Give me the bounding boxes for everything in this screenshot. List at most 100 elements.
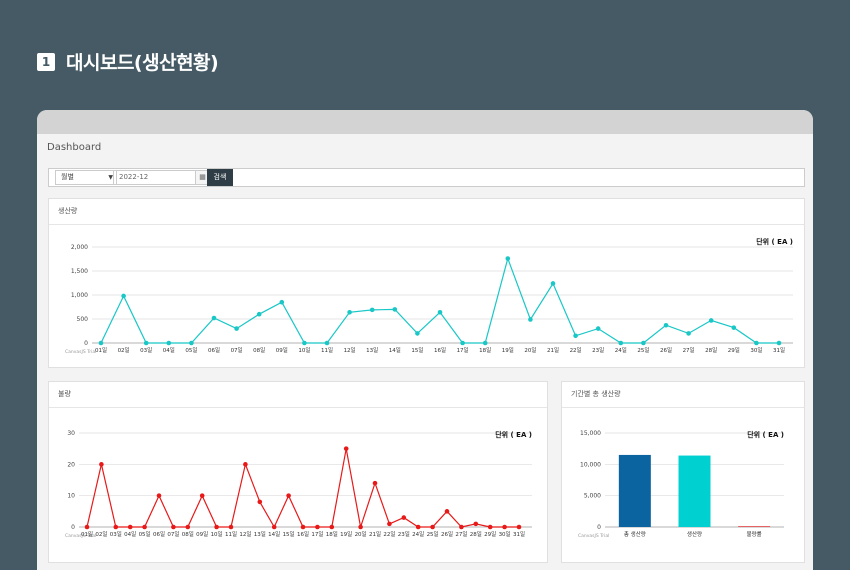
data-point	[347, 309, 352, 315]
x-tick-label: 09일	[196, 530, 208, 538]
defect-panel-title: 불량	[49, 382, 547, 408]
data-point	[127, 524, 133, 530]
x-tick-label: 12일	[344, 346, 356, 354]
x-tick-label: 26일	[441, 530, 453, 538]
y-tick-label: 10	[67, 493, 75, 500]
data-point	[516, 524, 522, 530]
x-tick-label: 03일	[110, 530, 122, 538]
x-tick-label: 07일	[231, 346, 243, 354]
data-point	[189, 340, 194, 346]
data-point	[143, 340, 149, 346]
x-tick-label: 06일	[153, 530, 165, 538]
unit-label: 단위 ( EA )	[495, 430, 532, 439]
data-point	[415, 524, 421, 530]
y-tick-label: 1,500	[71, 268, 88, 275]
x-tick-label: 11일	[225, 530, 237, 538]
x-tick-label: 24일	[412, 530, 424, 538]
total-panel-title: 기간별 총 생산량	[562, 382, 804, 408]
page-heading: 1 대시보드(생산현황)	[37, 48, 219, 75]
data-point	[392, 307, 398, 312]
data-point	[502, 524, 507, 530]
data-point	[528, 317, 533, 322]
data-point	[573, 333, 578, 339]
data-point	[302, 340, 307, 346]
data-point	[156, 493, 162, 498]
data-point	[185, 524, 191, 530]
x-tick-label: 29일	[484, 530, 496, 538]
x-tick-label: 27일	[683, 346, 695, 354]
section-number: 1	[37, 52, 55, 71]
x-tick-label: 19일	[340, 530, 352, 538]
data-point	[550, 281, 556, 286]
search-button[interactable]: 검색	[207, 169, 233, 186]
period-select[interactable]: 월별 ▼	[55, 170, 117, 185]
data-point	[505, 256, 511, 261]
canvasjs-watermark: CanvasJS Trial	[65, 533, 96, 539]
x-tick-label: 23일	[398, 530, 410, 538]
x-tick-label: 25일	[637, 346, 649, 354]
data-point	[315, 524, 320, 530]
x-tick-label: 16일	[297, 530, 309, 538]
unit-label: 단위 ( EA )	[747, 430, 784, 439]
y-tick-label: 2,000	[71, 244, 88, 251]
x-tick-label: 08일	[182, 530, 194, 538]
y-tick-label: 0	[71, 524, 75, 531]
x-tick-label: 10일	[211, 530, 223, 538]
dashboard-window: Dashboard 월별 ▼ 2022-12 ▦ 검색 생산량 0 500 1,000…	[37, 110, 813, 570]
data-point	[329, 524, 335, 530]
x-tick-label: 22일	[570, 346, 582, 354]
y-tick-label: 10,000	[580, 461, 601, 468]
data-point	[257, 499, 263, 505]
data-point	[387, 521, 392, 527]
x-tick-label: 28일	[705, 346, 717, 354]
data-point	[84, 524, 90, 530]
x-tick-label: 16일	[434, 346, 446, 354]
data-point	[641, 340, 646, 346]
y-tick-label: 20	[67, 461, 75, 468]
data-point	[430, 524, 435, 530]
data-point	[324, 340, 330, 346]
x-tick-label: 26일	[660, 346, 672, 354]
x-tick-label: 20일	[355, 530, 367, 538]
x-tick-label: 30일	[499, 530, 511, 538]
x-tick-label: 02일	[118, 346, 130, 354]
data-point	[415, 331, 420, 336]
x-tick-label: 31일	[773, 346, 785, 354]
data-point	[618, 340, 624, 346]
data-point	[99, 462, 104, 467]
chevron-down-icon: ▼	[108, 174, 113, 181]
data-point	[482, 340, 488, 346]
data-point	[663, 322, 669, 328]
x-tick-label: 21일	[369, 530, 381, 538]
data-point	[343, 446, 349, 451]
data-point	[754, 340, 759, 346]
bar	[678, 455, 711, 527]
x-tick-label: 22일	[383, 530, 395, 538]
x-tick-label: 13일	[254, 530, 266, 538]
data-point	[473, 521, 479, 527]
y-tick-label: 30	[67, 430, 75, 437]
data-point	[228, 524, 234, 530]
x-tick-label: 18일	[479, 346, 491, 354]
page-title: 대시보드(생산현황)	[66, 52, 219, 74]
data-point	[171, 524, 176, 530]
date-input[interactable]: 2022-12	[113, 170, 203, 185]
x-tick-label: 09일	[276, 346, 288, 354]
data-point	[121, 293, 126, 299]
data-point	[401, 515, 407, 520]
x-tick-label: 29일	[728, 346, 740, 354]
data-point	[271, 524, 277, 530]
data-point	[300, 524, 306, 530]
x-tick-label: 01일	[95, 346, 107, 354]
data-point	[279, 299, 285, 305]
data-point	[358, 524, 363, 530]
x-tick-label: 28일	[470, 530, 482, 538]
data-point	[444, 509, 450, 514]
x-tick-label: 30일	[750, 346, 762, 354]
data-point	[686, 331, 691, 336]
x-tick-label: 06일	[208, 346, 220, 354]
x-tick-label: 20일	[524, 346, 536, 354]
data-point	[113, 524, 119, 530]
data-point	[234, 326, 239, 331]
canvasjs-watermark: CanvasJS Trial	[578, 533, 609, 539]
